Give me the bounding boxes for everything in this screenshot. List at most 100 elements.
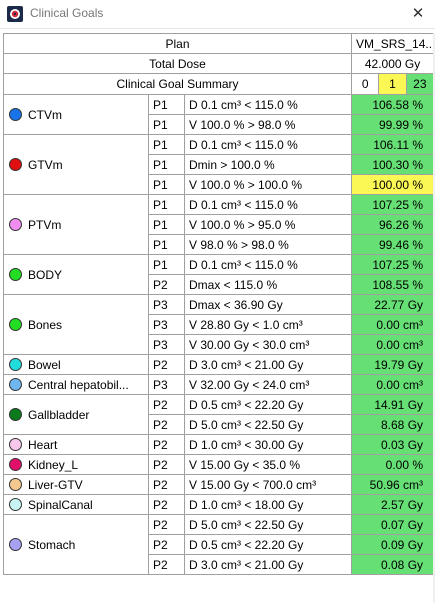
- plan-value[interactable]: VM_SRS_14...: [351, 33, 435, 54]
- goal-actual-value: 0.00 %: [351, 454, 435, 475]
- goal-row[interactable]: Bones P3 Dmax < 36.90 Gy 22.77 Gy: [3, 294, 435, 355]
- goal-row[interactable]: P2 Dmax < 115.0 % 108.55 %: [4, 274, 435, 295]
- goal-row[interactable]: P2 D 3.0 cm³ < 21.00 Gy 0.08 Gy: [4, 554, 435, 575]
- warning-count: 1: [379, 74, 407, 94]
- goal-objective: D 0.1 cm³ < 115.0 %: [183, 194, 353, 215]
- goal-priority: P2: [148, 514, 185, 535]
- goal-actual-value: 2.57 Gy: [351, 494, 435, 515]
- goal-row[interactable]: P1 V 100.0 % > 98.0 % 99.99 %: [4, 114, 435, 135]
- structure-cell[interactable]: Bowel: [3, 354, 149, 375]
- structure-color-icon: [9, 218, 22, 232]
- structure-cell[interactable]: Stomach: [3, 514, 149, 575]
- goal-row[interactable]: SpinalCanal P2 D 1.0 cm³ < 18.00 Gy 2.57 Gy: [3, 494, 435, 515]
- goal-objective: Dmax < 115.0 %: [183, 274, 353, 295]
- goal-actual-value: 0.09 Gy: [351, 534, 435, 555]
- goal-priority: P1: [148, 174, 185, 195]
- goal-actual-value: 106.58 %: [351, 94, 435, 115]
- total-dose-row: Total Dose 42.000 Gy: [2, 53, 435, 74]
- structure-color-icon: [9, 378, 22, 392]
- structure-name: Heart: [28, 437, 58, 452]
- goal-row[interactable]: Stomach P2 D 5.0 cm³ < 22.50 Gy 0.07 Gy: [3, 514, 435, 575]
- goal-objective: V 28.80 Gy < 1.0 cm³: [183, 314, 353, 335]
- goal-actual-value: 99.99 %: [351, 114, 435, 135]
- title-bar: Clinical Goals ✕: [0, 0, 435, 29]
- goal-priority: P2: [148, 274, 185, 295]
- clinical-goals-table: Plan VM_SRS_14... Total Dose 42.000 Gy C…: [2, 33, 435, 575]
- goal-row[interactable]: P3 V 28.80 Gy < 1.0 cm³ 0.00 cm³: [4, 314, 435, 335]
- goal-row[interactable]: Liver-GTV P2 V 15.00 Gy < 700.0 cm³ 50.96 c…: [3, 474, 435, 495]
- goal-row[interactable]: P1 V 100.0 % > 100.0 % 100.00 %: [4, 174, 435, 195]
- structure-color-icon: [9, 438, 22, 452]
- goal-actual-value: 107.25 %: [351, 194, 435, 215]
- goal-row[interactable]: Heart P2 D 1.0 cm³ < 30.00 Gy 0.03 Gy: [3, 434, 435, 455]
- goal-priority: P2: [148, 534, 185, 555]
- goal-actual-value: 19.79 Gy: [351, 354, 435, 375]
- goal-row[interactable]: Gallbladder P2 D 0.5 cm³ < 22.20 Gy 14.91 G…: [3, 394, 435, 435]
- goal-objective: V 30.00 Gy < 30.0 cm³: [183, 334, 353, 355]
- goal-actual-value: 22.77 Gy: [351, 294, 435, 315]
- goal-actual-value: 0.07 Gy: [351, 514, 435, 535]
- goal-row[interactable]: PTVm P1 D 0.1 cm³ < 115.0 % 107.25 %: [3, 194, 435, 255]
- goal-actual-value: 100.30 %: [351, 154, 435, 175]
- goal-row[interactable]: Bowel P2 D 3.0 cm³ < 21.00 Gy 19.79 Gy: [3, 354, 435, 375]
- structure-cell[interactable]: GTVm: [3, 134, 149, 195]
- goal-row[interactable]: P3 V 30.00 Gy < 30.0 cm³ 0.00 cm³: [4, 334, 435, 355]
- close-icon[interactable]: ✕: [411, 5, 425, 22]
- goal-objective: D 0.5 cm³ < 22.20 Gy: [183, 534, 353, 555]
- structure-color-icon: [9, 408, 22, 422]
- goal-objective: D 5.0 cm³ < 22.50 Gy: [183, 414, 353, 435]
- goal-objective: D 1.0 cm³ < 30.00 Gy: [183, 434, 353, 455]
- goal-priority: P1: [148, 134, 185, 155]
- structure-cell[interactable]: Heart: [3, 434, 149, 455]
- goal-objective: Dmax < 36.90 Gy: [183, 294, 353, 315]
- goal-priority: P1: [148, 114, 185, 135]
- goal-row[interactable]: P1 V 100.0 % > 95.0 % 96.26 %: [4, 214, 435, 235]
- goal-row[interactable]: Central hepatobil... P3 V 32.00 Gy < 24.0 …: [3, 374, 435, 395]
- structure-cell[interactable]: BODY: [3, 254, 149, 295]
- goal-actual-value: 0.00 cm³: [351, 314, 435, 335]
- goal-row[interactable]: CTVm P1 D 0.1 cm³ < 115.0 % 106.58 %: [3, 94, 435, 135]
- goal-objective: D 0.5 cm³ < 22.20 Gy: [183, 394, 353, 415]
- goal-row[interactable]: P1 V 98.0 % > 98.0 % 99.46 %: [4, 234, 435, 255]
- structure-cell[interactable]: PTVm: [3, 194, 149, 255]
- goal-actual-value: 50.96 cm³: [351, 474, 435, 495]
- goal-row[interactable]: P2 D 0.5 cm³ < 22.20 Gy 0.09 Gy: [4, 534, 435, 555]
- structure-cell[interactable]: Bones: [3, 294, 149, 355]
- goal-objective: V 100.0 % > 98.0 %: [183, 114, 353, 135]
- goal-row[interactable]: BODY P1 D 0.1 cm³ < 115.0 % 107.25 %: [3, 254, 435, 295]
- goal-actual-value: 100.00 %: [351, 174, 435, 195]
- goal-priority: P2: [148, 394, 185, 415]
- goal-actual-value: 0.08 Gy: [351, 554, 435, 575]
- goal-objective: V 100.0 % > 95.0 %: [183, 214, 353, 235]
- goal-priority: P1: [148, 214, 185, 235]
- goal-objective: D 3.0 cm³ < 21.00 Gy: [183, 354, 353, 375]
- structure-cell[interactable]: Kidney_L: [3, 454, 149, 475]
- goal-row[interactable]: GTVm P1 D 0.1 cm³ < 115.0 % 106.11 %: [3, 134, 435, 195]
- structure-color-icon: [9, 498, 22, 512]
- goal-priority: P1: [148, 94, 185, 115]
- structure-cell[interactable]: Liver-GTV: [3, 474, 149, 495]
- goal-actual-value: 14.91 Gy: [351, 394, 435, 415]
- goal-objective: D 1.0 cm³ < 18.00 Gy: [183, 494, 353, 515]
- summary-counts: 0 1 23: [351, 73, 435, 95]
- goal-objective: V 32.00 Gy < 24.0 cm³: [183, 374, 353, 395]
- structure-name: Gallbladder: [28, 407, 90, 422]
- plan-label: Plan: [2, 33, 353, 54]
- goal-actual-value: 108.55 %: [351, 274, 435, 295]
- structure-cell[interactable]: Gallbladder: [3, 394, 149, 435]
- goal-priority: P2: [148, 434, 185, 455]
- structure-name: Central hepatobil...: [28, 377, 129, 392]
- goal-actual-value: 0.00 cm³: [351, 374, 435, 395]
- goal-actual-value: 8.68 Gy: [351, 414, 435, 435]
- structure-name: Bowel: [28, 357, 61, 372]
- structure-cell[interactable]: Central hepatobil...: [3, 374, 149, 395]
- goal-objective: D 0.1 cm³ < 115.0 %: [183, 94, 353, 115]
- app-icon: [7, 6, 23, 22]
- structure-cell[interactable]: CTVm: [3, 94, 149, 135]
- structure-cell[interactable]: SpinalCanal: [3, 494, 149, 515]
- goal-row[interactable]: Kidney_L P2 V 15.00 Gy < 35.0 % 0.00 %: [3, 454, 435, 475]
- goal-priority: P3: [148, 334, 185, 355]
- goal-priority: P1: [148, 254, 185, 275]
- goal-actual-value: 0.00 cm³: [351, 334, 435, 355]
- structure-color-icon: [9, 458, 22, 472]
